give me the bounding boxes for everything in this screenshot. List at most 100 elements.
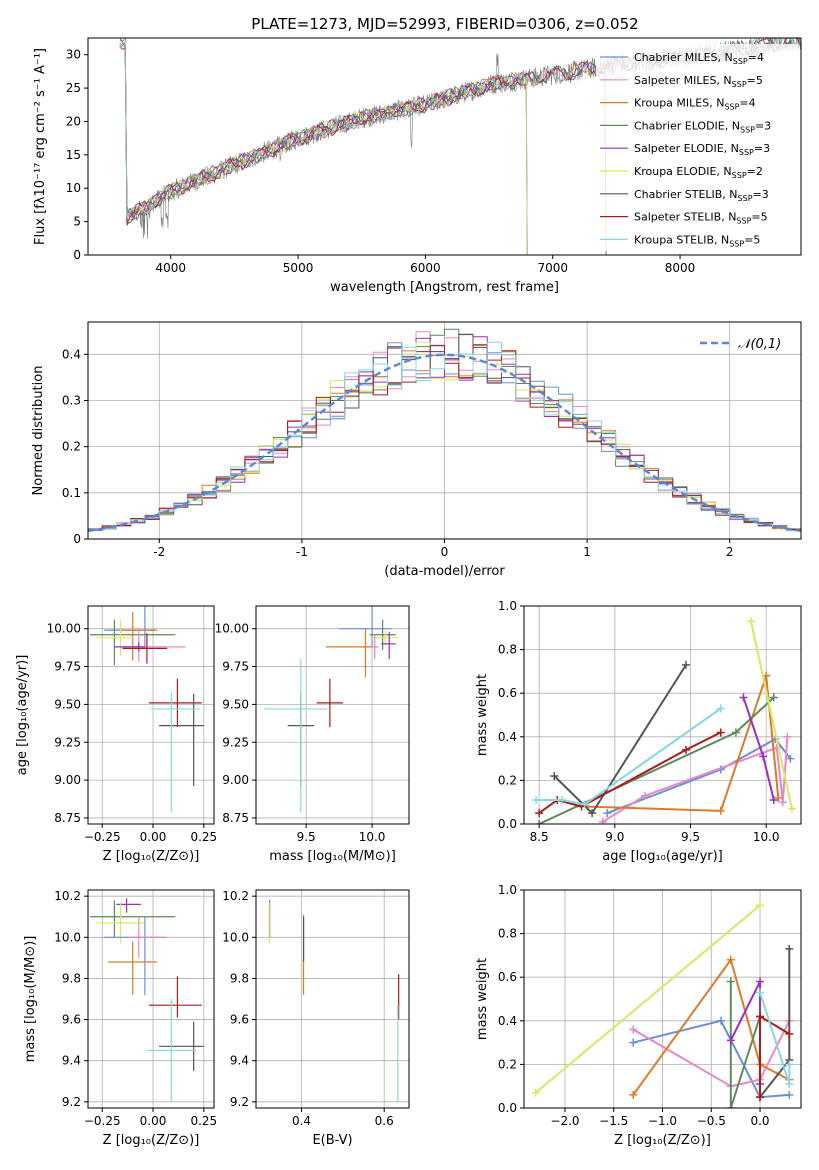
x-tick-label: 10.0 [753, 830, 780, 844]
x-axis-label: (data-model)/error [384, 564, 505, 579]
weight-line-0 [606, 737, 792, 815]
y-tick-label: 1.0 [498, 883, 517, 897]
y-tick-label: 0.2 [498, 1057, 517, 1071]
residuals-legend: 𝒩(0,1) [700, 337, 781, 352]
legend-count: =5 [747, 74, 763, 87]
legend-label: Kroupa STELIB, N [634, 233, 729, 246]
x-tick-label: 9.0 [605, 830, 624, 844]
weight-marker [756, 1093, 765, 1102]
weight-line-2 [587, 675, 780, 812]
y-tick-label: 1.0 [498, 599, 517, 613]
x-tick-label: 7000 [537, 261, 568, 275]
x-tick-label: −0.25 [84, 1114, 121, 1128]
reference-normal-curve [88, 353, 801, 533]
weight-marker [716, 806, 725, 815]
y-tick-label: 0.0 [498, 817, 517, 831]
weight-marker [739, 693, 748, 702]
y-axis-label: age [log₁₀(age/yr)] [15, 655, 30, 776]
weight-marker [580, 800, 589, 809]
y-tick-label: 9.75 [222, 660, 249, 674]
x-tick-label: 8.5 [530, 830, 549, 844]
axes-frame [87, 889, 215, 1109]
mass_vs_Z-panel: −0.25 0.00 0.25 9.2 9.4 9.6 9.8 10.0 10.2 Z [log₁… [23, 889, 217, 1148]
errorbar-point [146, 999, 196, 1102]
y-tick-label: 0.6 [498, 686, 517, 700]
errorbar-point [159, 1021, 204, 1071]
errorbar-point [96, 902, 145, 944]
weight-marker [786, 754, 795, 763]
model-spectrum [119, 38, 528, 255]
legend-bg [596, 44, 798, 251]
x-tick-label: 0 [441, 545, 449, 559]
y-tick-label: 0 [73, 248, 81, 262]
y-tick-label: 10.0 [54, 930, 81, 944]
y-tick-label: 9.2 [230, 1095, 249, 1109]
histogram-8 [88, 341, 801, 539]
x-tick-label: −1.5 [599, 1114, 628, 1128]
weight-line-5 [750, 621, 793, 809]
errorbar-point [381, 631, 396, 659]
legend-label: Salpeter STELIB, N [634, 211, 736, 224]
legend-subscript: SSP [724, 103, 739, 112]
weight-marker [785, 1090, 794, 1099]
y-tick-label: 30 [66, 48, 81, 62]
plot-area [263, 606, 399, 812]
errorbar-point [159, 693, 204, 787]
y-tick-label: 9.50 [222, 697, 249, 711]
weight-marker [785, 1080, 794, 1089]
y-tick-label: 9.00 [222, 773, 249, 787]
x-tick-label: -1 [296, 545, 308, 559]
x-tick-label: −2.0 [550, 1114, 579, 1128]
weight-marker [787, 804, 796, 813]
x-tick-label: 0.0 [750, 1114, 769, 1128]
y-tick-label: 5 [73, 215, 81, 229]
x-tick-label: 2 [726, 545, 734, 559]
weight-line-0 [535, 904, 761, 1094]
legend-label: Chabrier MILES, N [634, 51, 733, 64]
y-tick-label: 9.4 [62, 1054, 81, 1068]
errorbar-point [316, 678, 344, 728]
x-tick-label: −0.25 [84, 830, 121, 844]
x-axis-label: age [log₁₀(age/yr)] [602, 849, 723, 864]
model-spectrum [119, 41, 607, 255]
weight-marker [557, 796, 566, 805]
y-tick-label: 25 [66, 81, 81, 95]
x-tick-label: 0.00 [140, 1114, 167, 1128]
weight-marker [641, 791, 650, 800]
weight-marker [785, 1029, 794, 1038]
y-tick-label: 9.8 [230, 971, 249, 985]
y-axis-label: mass weight [475, 674, 490, 756]
y-tick-label: 20 [66, 114, 81, 128]
y-tick-label: 10.00 [47, 622, 81, 636]
weight-marker [681, 745, 690, 754]
y-axis-label: mass weight [475, 958, 490, 1040]
y-tick-label: 10.0 [222, 930, 249, 944]
weight-marker [756, 901, 765, 910]
x-axis-label: Z [log₁₀(Z/Z⊙)] [103, 1133, 200, 1148]
weight-marker [769, 796, 778, 805]
y-tick-label: 8.75 [222, 811, 249, 825]
legend-count: =3 [753, 188, 769, 201]
errorbar-point [151, 692, 200, 812]
axes-frame [255, 605, 410, 825]
x-axis-label: Z [log₁₀(Z/Z⊙)] [614, 1133, 711, 1148]
weight-marker [535, 809, 544, 818]
errorbar-point [90, 619, 176, 666]
residuals-panel: -2 -1 0 1 2 0 0.1 0.2 0.3 0.4 (data-model)/error No… [31, 321, 802, 579]
errorbar-point [369, 619, 396, 650]
legend-entry: Kroupa ELODIE, NSSP=2 [634, 165, 763, 180]
panels: 4000 5000 6000 7000 8000051015202530waveleng… [15, 37, 802, 1148]
y-tick-label: 9.4 [230, 1054, 249, 1068]
legend-subscript: SSP [739, 148, 754, 157]
weight-marker [756, 988, 765, 997]
legend-entry: Salpeter MILES, NSSP=5 [634, 74, 763, 89]
legend-label: Kroupa MILES, N [634, 97, 724, 110]
legend-label: Chabrier STELIB, N [634, 188, 738, 201]
weight-marker [535, 820, 544, 824]
weight-line-1 [632, 1019, 790, 1099]
y-axis-label: mass [log₁₀(M/M⊙)] [23, 936, 38, 1063]
plot-area [90, 898, 204, 1102]
y-tick-label: 0 [73, 532, 81, 546]
legend-label: 𝒩(0,1) [738, 337, 781, 352]
